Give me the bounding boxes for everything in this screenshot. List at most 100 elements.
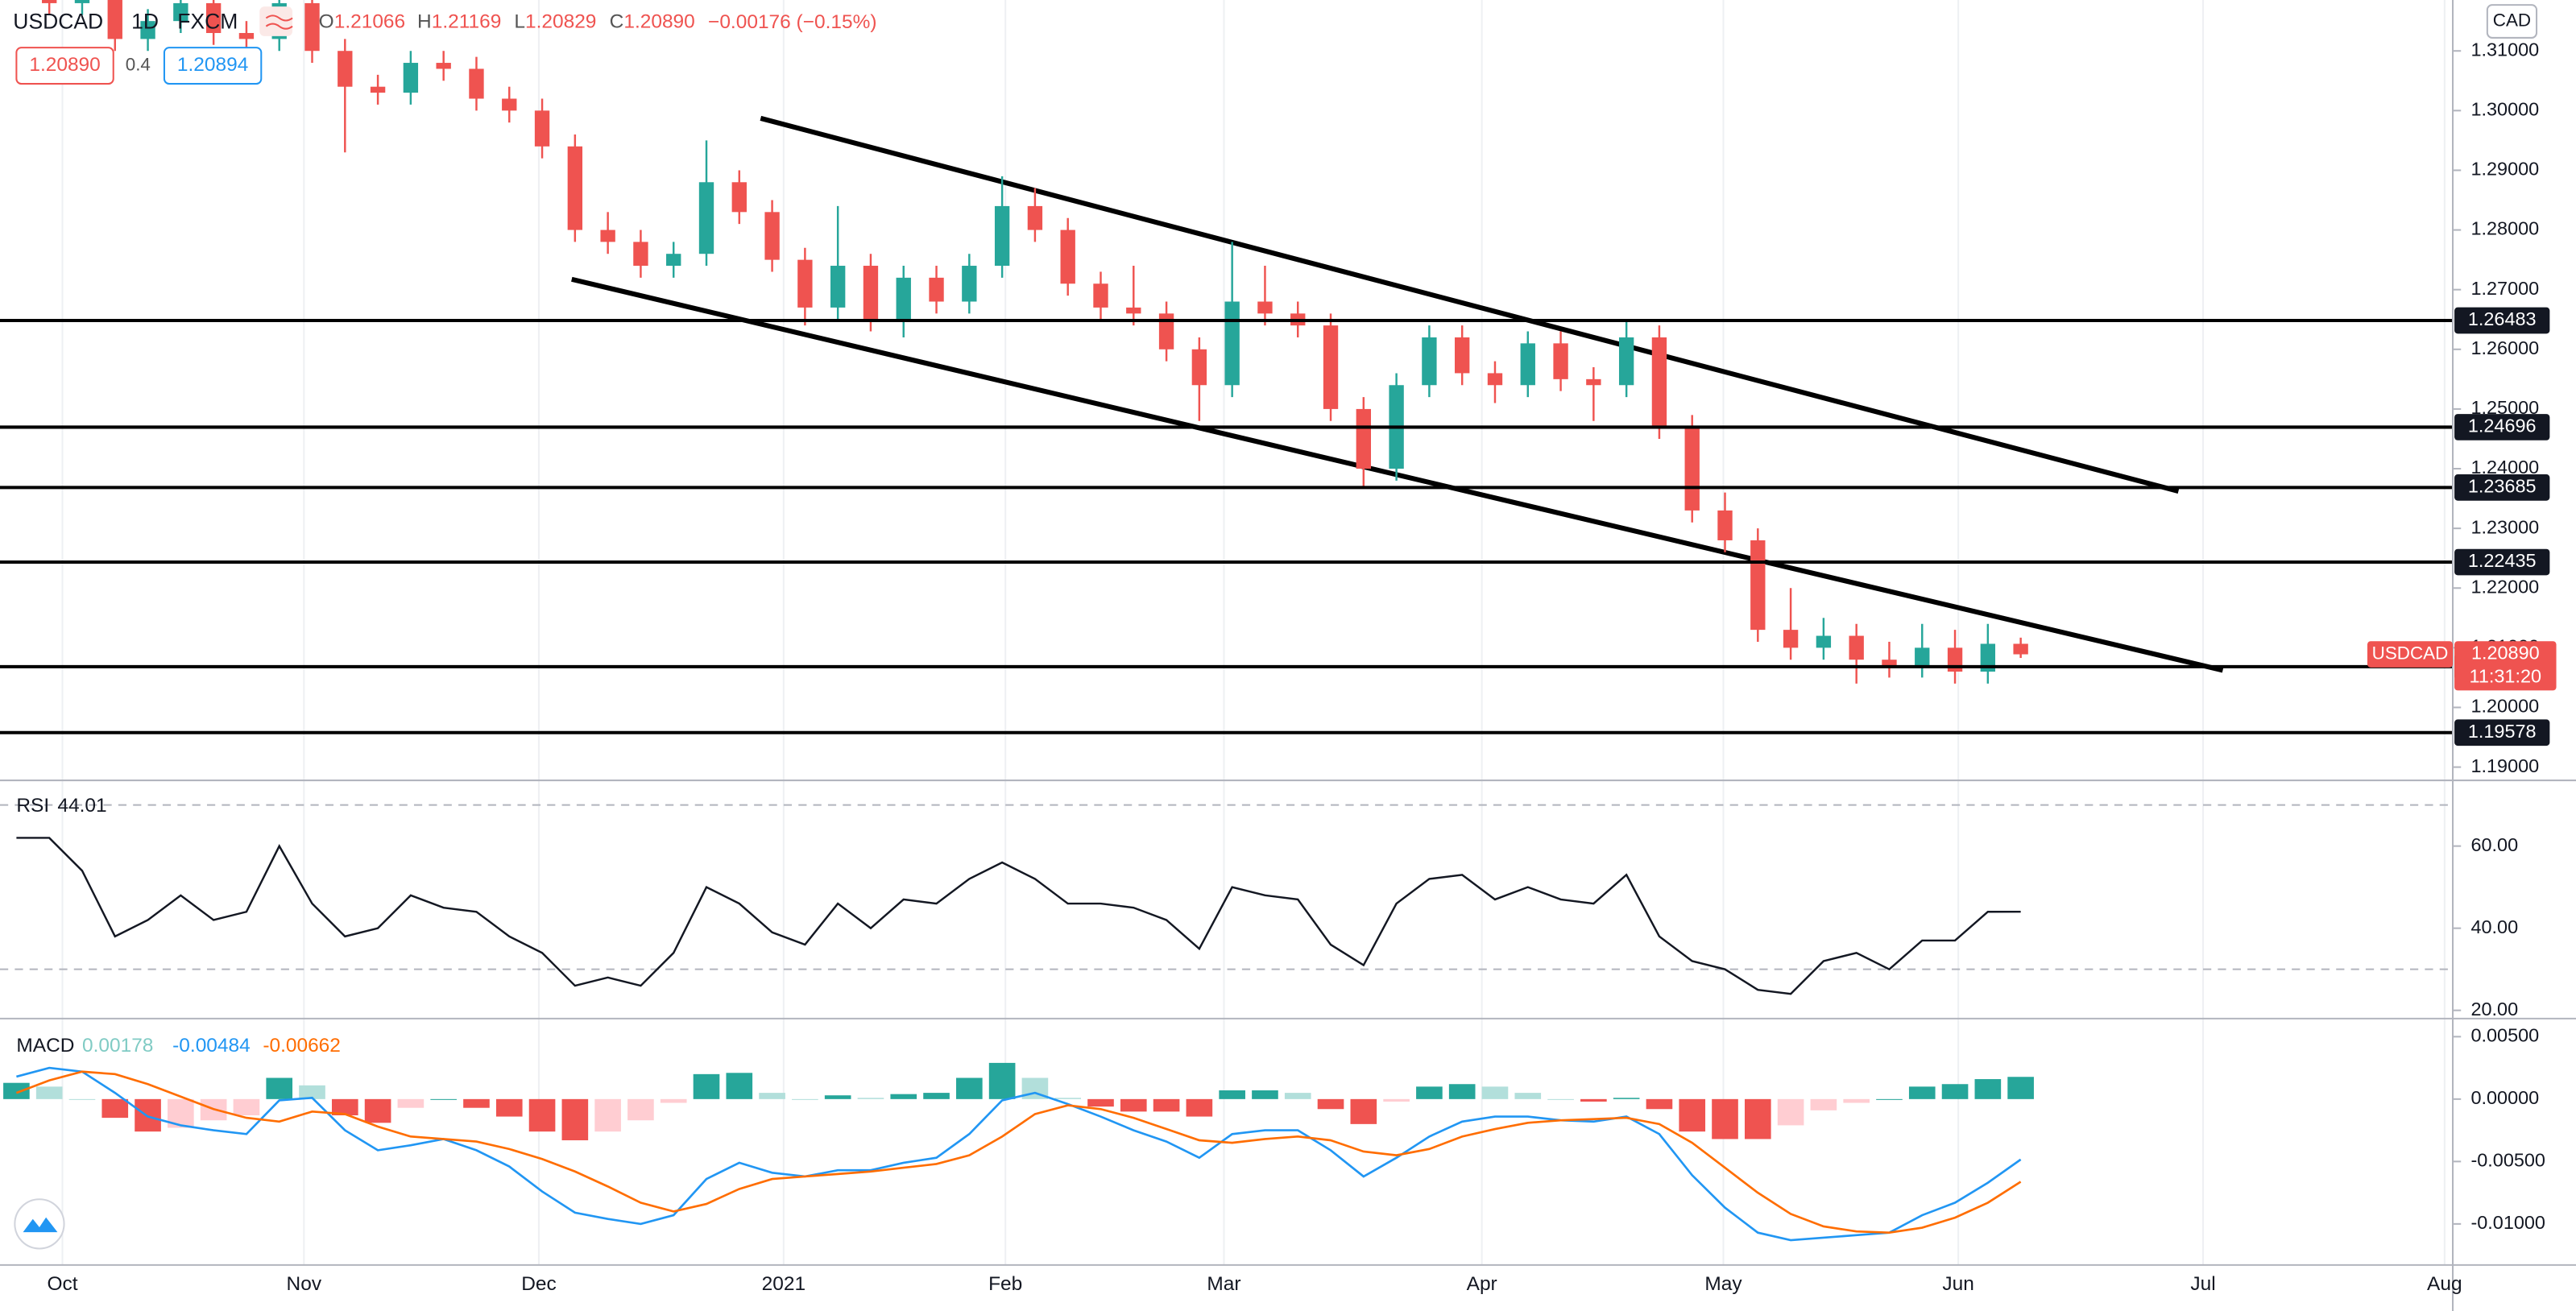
histogram-bar	[923, 1093, 950, 1099]
y-tick-label: 20.00	[2470, 999, 2518, 1019]
histogram-bar	[1580, 1098, 1607, 1102]
y-tick-label: 1.22000	[2470, 576, 2539, 597]
x-tick-label: Dec	[521, 1273, 557, 1295]
level-label: 1.19578	[2468, 721, 2537, 742]
candle-body	[534, 110, 550, 147]
y-tick-label: 0.00000	[2470, 1087, 2539, 1108]
x-tick-label: May	[1704, 1273, 1742, 1295]
x-tick-label: Nov	[287, 1273, 322, 1295]
sell-button[interactable]	[15, 47, 114, 85]
histogram-bar	[561, 1098, 589, 1141]
y-tick-label: 1.19000	[2470, 755, 2539, 776]
histogram-bar	[1416, 1086, 1443, 1099]
histogram-bar	[266, 1077, 293, 1099]
buy-button[interactable]	[163, 47, 263, 85]
candle-body	[1158, 313, 1174, 349]
candle-body	[698, 182, 714, 254]
histogram-bar	[3, 1082, 30, 1099]
ohlc-label: O	[319, 11, 334, 33]
histogram-bar	[1120, 1098, 1147, 1112]
compare-button[interactable]	[259, 6, 293, 36]
rsi-value: 44.01	[57, 795, 106, 817]
interval[interactable]: 1D	[131, 10, 159, 34]
level-label: 1.23685	[2468, 476, 2537, 497]
candle-body	[1586, 378, 1601, 386]
histogram-bar	[1613, 1098, 1640, 1099]
candle-body	[1323, 325, 1339, 409]
candle-body	[1651, 337, 1667, 428]
source: FXCM	[177, 10, 238, 34]
ohlc-label: C	[610, 11, 624, 33]
histogram-bar	[1317, 1098, 1344, 1110]
x-tick-label: Oct	[47, 1273, 77, 1295]
histogram-bar	[233, 1098, 260, 1116]
histogram-bar	[1219, 1090, 1245, 1099]
histogram-bar	[660, 1098, 687, 1103]
histogram-bar	[1481, 1086, 1509, 1099]
ohlc-value: 1.20890	[623, 11, 694, 33]
histogram-bar	[364, 1098, 391, 1123]
candle-body	[1849, 635, 1864, 660]
candle-body	[173, 2, 188, 22]
candle-body	[74, 0, 90, 3]
candle-body	[1882, 660, 1897, 666]
last-price-tag	[2454, 641, 2557, 691]
rsi-title: RSI	[16, 795, 49, 817]
candle-body	[502, 98, 517, 111]
histogram-bar	[1054, 1098, 1082, 1099]
histogram-bar	[430, 1098, 457, 1100]
signal-line	[15, 1070, 2022, 1234]
ohlc-item: O1.21066	[319, 11, 405, 33]
last-price-symbol-tag	[2367, 641, 2454, 668]
y-tick-label: 40.00	[2470, 916, 2518, 937]
candle-body	[1093, 283, 1108, 308]
histogram-bar	[463, 1098, 490, 1108]
histogram-bar	[1712, 1098, 1738, 1139]
change: −0.00176 (−0.15%)	[708, 11, 876, 33]
candle-body	[896, 277, 911, 320]
histogram-bar	[1284, 1093, 1311, 1099]
logo-button[interactable]	[14, 1198, 65, 1250]
candle-body	[238, 32, 255, 39]
histogram-bar	[1186, 1098, 1213, 1117]
y-tick-label: -0.00500	[2470, 1150, 2545, 1171]
candle-body	[1126, 307, 1141, 314]
ohlc-item: H1.21169	[417, 11, 501, 33]
x-tick-label: Feb	[988, 1273, 1022, 1295]
histogram-bar	[1350, 1098, 1377, 1124]
histogram-bar	[1646, 1098, 1673, 1110]
y-tick-label: 1.28000	[2470, 218, 2539, 239]
histogram-bar	[101, 1098, 129, 1119]
candle-body	[205, 2, 222, 33]
sell-price: 1.20890	[29, 54, 100, 76]
y-tick-label: 1.27000	[2470, 278, 2539, 299]
last-price-label: 1.20890	[2471, 643, 2540, 664]
ohlc-value: 1.20829	[525, 11, 596, 33]
x-tick-label: 2021	[762, 1273, 806, 1295]
ohlc-item: C1.20890	[610, 11, 695, 33]
level-tag	[2454, 719, 2550, 746]
candle-body	[469, 68, 484, 99]
histogram-bar	[1974, 1079, 2002, 1099]
histogram-bar	[759, 1093, 785, 1099]
histogram-bar	[956, 1077, 983, 1099]
histogram-bar	[890, 1094, 917, 1099]
histogram-bar	[1679, 1098, 1706, 1132]
histogram-bar	[1876, 1098, 1903, 1100]
currency-button[interactable]	[2486, 4, 2538, 39]
histogram-bar	[1087, 1098, 1114, 1107]
countdown: 11:31:20	[2470, 665, 2541, 686]
histogram-bar	[495, 1098, 523, 1117]
candle-body	[1520, 343, 1535, 386]
histogram-bar	[528, 1098, 556, 1132]
level-tag	[2454, 548, 2550, 576]
level-label: 1.22435	[2468, 550, 2537, 571]
candle-body	[830, 266, 846, 308]
histogram-bar	[1810, 1098, 1837, 1110]
candle-body	[1618, 337, 1634, 386]
candle-body	[1915, 647, 1930, 666]
hist-value: 0.00178	[82, 1035, 153, 1057]
histogram-bar	[726, 1073, 753, 1099]
